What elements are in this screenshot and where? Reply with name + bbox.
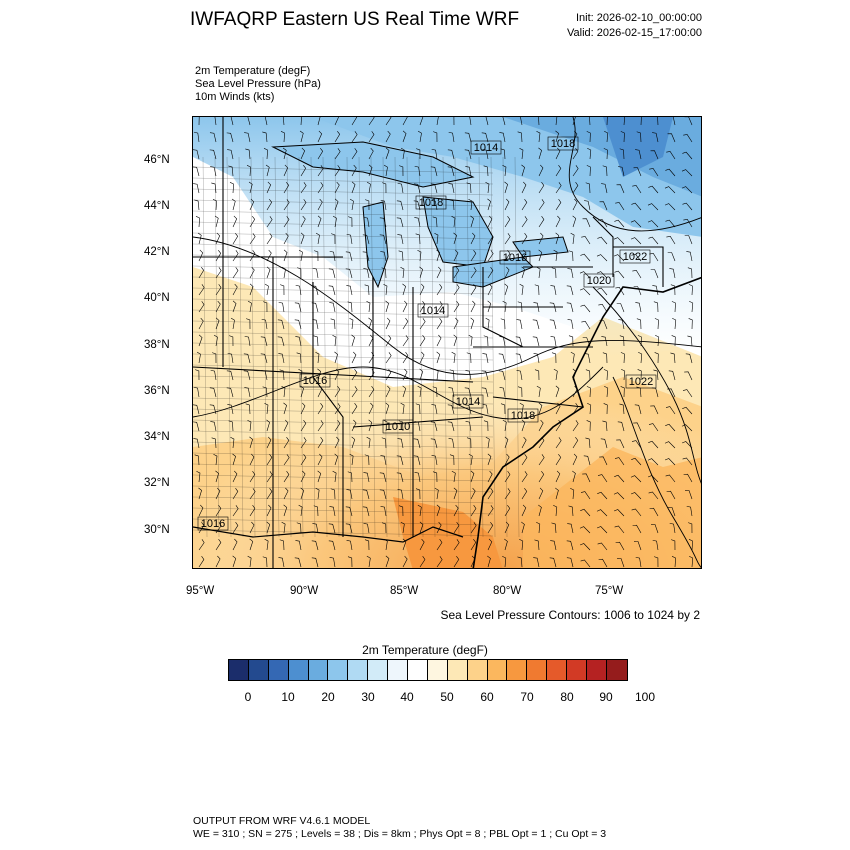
pressure-label: 1016 xyxy=(197,516,229,531)
svg-text:1020: 1020 xyxy=(587,275,611,287)
lat-label: 30°N xyxy=(144,524,170,536)
colorbar-swatch xyxy=(408,660,428,680)
colorbar-tick: 80 xyxy=(560,690,574,704)
field-label-pressure: Sea Level Pressure (hPa) xyxy=(195,78,321,90)
pressure-label: 1018 xyxy=(547,136,579,151)
colorbar-swatch xyxy=(527,660,548,680)
svg-text:1014: 1014 xyxy=(456,396,480,408)
colorbar-tick: 20 xyxy=(321,690,335,704)
colorbar-swatch xyxy=(447,660,468,680)
lat-label: 34°N xyxy=(144,431,170,443)
lon-label: 90°W xyxy=(290,585,319,597)
valid-time: Valid: 2026-02-15_17:00:00 xyxy=(567,27,702,39)
colorbar-swatch xyxy=(348,660,369,680)
colorbar-tick: 70 xyxy=(520,690,534,704)
colorbar-swatch xyxy=(268,660,289,680)
lon-label: 85°W xyxy=(390,585,419,597)
colorbar-tick: 60 xyxy=(480,690,494,704)
lat-label: 44°N xyxy=(144,200,170,212)
colorbar-swatch xyxy=(567,660,588,680)
field-label-temperature: 2m Temperature (degF) xyxy=(195,65,311,77)
contour-note: Sea Level Pressure Contours: 1006 to 102… xyxy=(440,608,701,622)
colorbar-swatch xyxy=(388,660,409,680)
lon-label: 80°W xyxy=(493,585,522,597)
pressure-label: 1022 xyxy=(619,249,651,264)
colorbar-swatch xyxy=(606,660,627,680)
weather-map: 1014 1018 1016 1018 1022 1020 1014 1016 1014 1018… xyxy=(192,116,702,569)
svg-text:1010: 1010 xyxy=(386,421,410,433)
colorbar-tick: 30 xyxy=(361,690,375,704)
colorbar-tick: 50 xyxy=(440,690,454,704)
pressure-label: 1016 xyxy=(499,250,531,265)
field-label-winds: 10m Winds (kts) xyxy=(195,91,275,103)
init-time: Init: 2026-02-10_00:00:00 xyxy=(576,12,702,24)
svg-text:1016: 1016 xyxy=(303,375,327,387)
svg-text:1014: 1014 xyxy=(421,305,445,317)
colorbar-swatch xyxy=(487,660,508,680)
svg-text:1014: 1014 xyxy=(474,142,498,154)
lat-label: 40°N xyxy=(144,292,170,304)
colorbar-swatch xyxy=(507,660,528,680)
colorbar-swatch xyxy=(368,660,389,680)
colorbar-swatch xyxy=(308,660,329,680)
svg-text:1016: 1016 xyxy=(201,518,225,530)
colorbar-swatch xyxy=(427,660,448,680)
colorbar-swatch xyxy=(587,660,607,680)
pressure-label: 1014 xyxy=(417,303,449,318)
lon-label: 95°W xyxy=(186,585,215,597)
colorbar-tick: 0 xyxy=(244,690,252,704)
colorbar-swatch xyxy=(467,660,488,680)
svg-text:1018: 1018 xyxy=(419,197,443,209)
colorbar-title: 2m Temperature (degF) xyxy=(362,643,488,657)
lat-label: 32°N xyxy=(144,477,170,489)
colorbar-swatch xyxy=(328,660,349,680)
lat-label: 46°N xyxy=(144,154,170,166)
pressure-label: 1014 xyxy=(452,394,484,409)
lat-label: 38°N xyxy=(144,339,170,351)
svg-text:1022: 1022 xyxy=(629,376,653,388)
svg-text:1018: 1018 xyxy=(551,138,575,150)
colorbar-tick: 10 xyxy=(281,690,295,704)
lat-label: 42°N xyxy=(144,246,170,258)
colorbar-tick: 40 xyxy=(400,690,414,704)
pressure-label: 1018 xyxy=(415,195,447,210)
colorbar-tick: 100 xyxy=(634,690,656,704)
colorbar-swatch xyxy=(229,660,249,680)
model-info: OUTPUT FROM WRF V4.6.1 MODEL xyxy=(193,815,371,827)
svg-text:1022: 1022 xyxy=(623,251,647,263)
colorbar-swatch xyxy=(288,660,309,680)
pressure-label: 1010 xyxy=(382,419,414,434)
colorbar-swatch xyxy=(547,660,568,680)
lon-label: 75°W xyxy=(595,585,624,597)
colorbar-swatch xyxy=(248,660,269,680)
weather-map-canvas: 1014 1018 1016 1018 1022 1020 1014 1016 1014 1018… xyxy=(193,117,701,568)
model-config: WE = 310 ; SN = 275 ; Levels = 38 ; Dis … xyxy=(193,828,607,840)
pressure-label: 1014 xyxy=(470,140,502,155)
pressure-label: 1016 xyxy=(299,373,331,388)
lat-label: 36°N xyxy=(144,385,170,397)
pressure-label: 1020 xyxy=(583,273,615,288)
pressure-label: 1018 xyxy=(507,408,539,423)
colorbar-tick: 90 xyxy=(599,690,613,704)
map-title: IWFAQRP Eastern US Real Time WRF xyxy=(190,9,520,30)
svg-text:1018: 1018 xyxy=(511,410,535,422)
colorbar xyxy=(228,659,628,681)
